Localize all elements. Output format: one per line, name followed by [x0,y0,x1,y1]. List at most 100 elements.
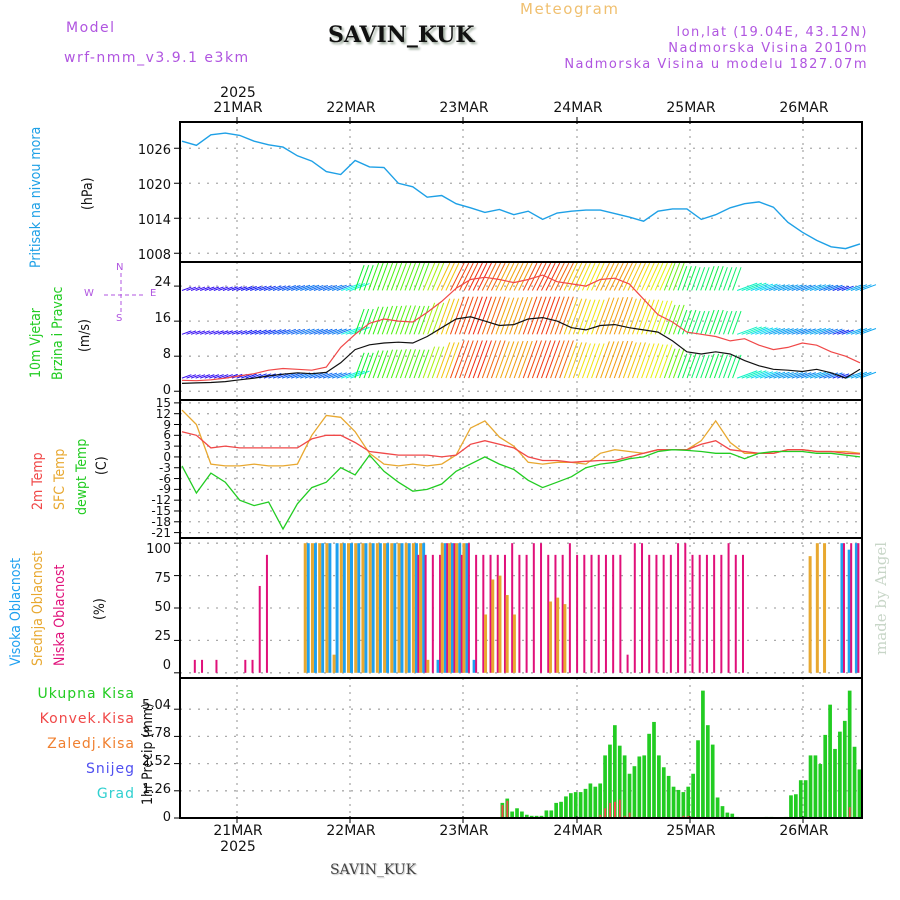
y-tick-label: 0 [162,383,171,398]
cloud-low-bar [590,554,593,673]
cloud-low-bar [503,554,506,673]
cloud-low-bar [265,554,268,673]
wind-arrow [181,286,192,291]
cloud-low-bar [604,554,607,673]
wind-arrow [604,297,619,335]
y-tick-label: 12 [155,406,171,421]
wind-arrow [805,371,822,379]
y-tick-label: 8 [162,347,171,362]
precip-total-bar [652,721,656,818]
cloud-low-bar [244,659,247,673]
precip-total-bar [823,734,828,818]
wind-arrow [513,262,529,291]
wind-arrow [327,284,343,291]
wind-arrow [449,296,465,335]
wind-arrow [827,284,843,291]
precip-total-bar [539,815,544,818]
cloud-low-bar [540,543,543,673]
wind-arrow [823,284,839,291]
cloud-low-bar [417,554,420,673]
wind-arrow [773,328,790,335]
wind-arrow [413,349,425,379]
wind-arrow [581,343,596,379]
cloud-mid-bar [361,543,365,673]
wind-arrow [236,286,247,291]
wind-arrow [200,330,210,335]
wind-arrow [796,328,812,335]
wind-arrow [663,304,676,335]
precip-total-bar [676,789,681,818]
precip-total-bar [705,725,710,818]
wind-arrow [595,341,610,379]
cloud-mid-bar [455,543,459,673]
wind-arrow [509,297,524,335]
precip-total-bar [613,725,617,818]
cloud-low-bar [677,543,680,673]
wind-arrow [850,371,868,379]
cloud-mid-bar [505,595,509,673]
wind-arrow [677,266,688,291]
wind-arrow [409,349,421,379]
wind-arrow [818,372,834,379]
cloud-high-bar [350,543,353,673]
precip-total-bar [710,744,715,818]
cloud-low-bar [460,554,463,673]
wind-arrow [559,340,574,379]
wind-arrow [545,340,561,379]
model-name: wrf-nmm_v3.9.1 e3km [64,50,250,66]
wind-arrow [377,262,389,291]
precip-total-bar [583,788,588,818]
wind-arrow [768,284,786,291]
wind-arrow [358,265,370,291]
model-elevation-label: Nadmorska Visina u modelu 1827.07m [564,57,868,72]
wind-arrow [395,305,407,335]
wind-arrow [613,262,629,291]
precip-total-bar [642,755,647,818]
precip-legend-total: Ukupna Kisa [37,686,135,702]
wind-arrow [522,296,538,335]
pressure-line [181,132,861,250]
wind-arrow [281,372,296,379]
wind-arrow [204,286,215,291]
wind-arrow [336,372,352,379]
dewpoint-line [181,449,861,531]
wind-arrow [713,353,724,379]
wind-arrow [418,305,430,335]
cloud-high-bar [854,543,858,673]
y-tick-label: -15 [151,503,171,518]
wind-arrow [796,284,812,291]
cloud-low-bar [741,554,744,673]
wind-arrow [572,262,587,291]
wind-arrow [463,262,479,291]
precip-total-bar [813,755,818,818]
precip-total-bar [588,783,593,818]
cloud-mid-bar [462,543,466,673]
cloud-high-bar [378,543,382,673]
wind-arrow [691,267,701,291]
cloud-low-bar [215,659,218,673]
wind-arrow [531,296,547,335]
wind-arrow [518,297,533,335]
cloud-mid-bar [318,543,322,673]
wind-arrow [440,342,455,379]
wind-arrow [527,262,542,291]
y-tick-label: 1.26 [142,782,171,797]
wind-arrow [764,284,781,291]
cloud-low-bar [705,554,708,673]
panel-frame [179,677,863,819]
wind-arrow [636,299,651,335]
precip-total-bar [554,802,559,818]
y-tick-label: 16 [154,311,171,326]
wind-arrow [746,282,767,291]
precip-legend-hail: Grad [96,786,135,802]
precip-total-bar [701,690,705,818]
wind-arrow [218,330,229,335]
wind-arrow [454,296,470,335]
cloud-high-bar [386,543,390,673]
wind-arrow [841,285,854,291]
wind-arrow [700,354,710,379]
precip-total-bar [510,811,514,818]
cloud-high-bar [465,543,469,673]
wind-arrow [777,284,794,291]
wind-arrow [809,371,827,379]
